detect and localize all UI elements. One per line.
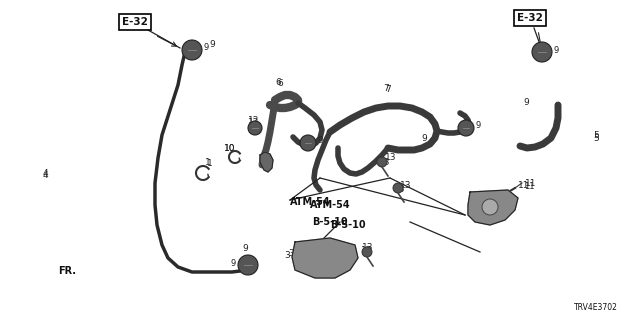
Circle shape [458,120,474,136]
Text: TRV4E3702: TRV4E3702 [574,303,618,313]
Text: 11: 11 [518,180,530,189]
Text: 2: 2 [493,197,499,206]
Text: 9: 9 [554,45,559,54]
Polygon shape [260,152,273,172]
Circle shape [482,199,498,215]
Circle shape [532,42,552,62]
Text: ATM-54: ATM-54 [310,200,351,210]
Text: 5: 5 [593,131,599,140]
Circle shape [238,255,258,275]
Text: 1: 1 [207,158,213,167]
Text: 13: 13 [385,153,397,162]
Text: 6: 6 [275,77,281,86]
Text: 4: 4 [42,171,48,180]
Circle shape [377,157,387,167]
Text: 5: 5 [593,133,599,142]
Text: B-5-10: B-5-10 [312,217,348,227]
Text: 13: 13 [400,180,412,189]
Text: 7: 7 [383,84,389,92]
Polygon shape [292,238,358,278]
Text: 3: 3 [284,251,290,260]
Text: 13: 13 [380,157,391,166]
Text: 8: 8 [260,157,266,166]
Text: 8: 8 [260,156,266,164]
Text: 3: 3 [288,250,294,259]
Text: 9: 9 [204,43,209,52]
Text: 13: 13 [361,245,372,254]
Text: 9: 9 [242,244,248,252]
Circle shape [182,40,202,60]
Text: 2: 2 [497,198,502,207]
Text: ATM-54: ATM-54 [290,197,330,207]
Polygon shape [468,190,518,225]
Text: 9: 9 [523,98,529,107]
Circle shape [300,135,316,151]
Text: 9: 9 [209,39,215,49]
Text: 12: 12 [248,116,260,124]
Text: 10: 10 [224,143,236,153]
Circle shape [393,183,403,193]
Text: 11: 11 [525,179,536,188]
Text: 1: 1 [205,157,211,166]
Text: E-32: E-32 [122,17,148,27]
Text: B-5-10: B-5-10 [330,220,365,230]
Text: 12: 12 [248,117,260,126]
Text: 7: 7 [385,84,391,93]
Text: 9: 9 [317,135,323,145]
Circle shape [362,247,372,257]
Text: 13: 13 [362,243,374,252]
Text: 13: 13 [394,185,406,194]
Text: 9: 9 [421,133,427,142]
Text: 6: 6 [277,78,283,87]
Text: 4: 4 [42,169,48,178]
Text: 9: 9 [475,121,480,130]
Text: 9: 9 [305,135,311,145]
Text: FR.: FR. [58,266,76,276]
Text: 9: 9 [231,259,236,268]
Text: 11: 11 [524,181,534,190]
Text: E-32: E-32 [517,13,543,23]
Circle shape [248,121,262,135]
Text: 10: 10 [224,143,236,153]
